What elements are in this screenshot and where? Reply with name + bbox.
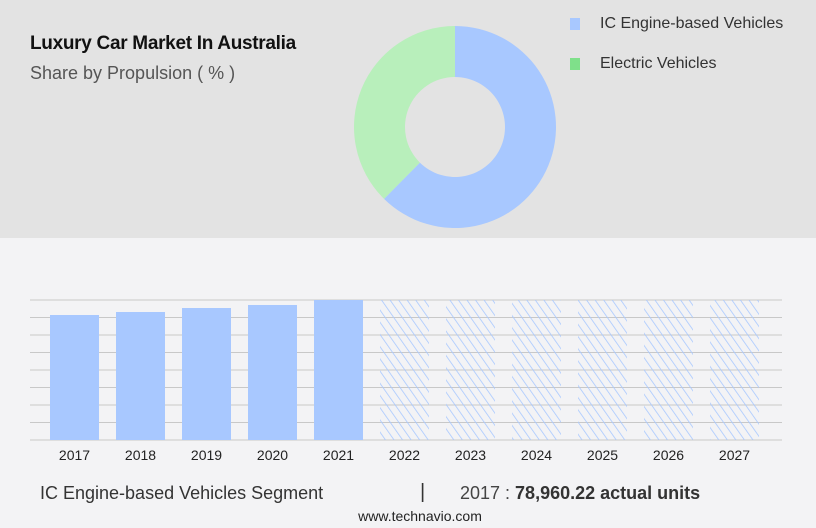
x-tick-label: 2021 [323, 447, 354, 463]
bar-2018 [116, 311, 165, 440]
year-label: 2017 : [460, 483, 516, 503]
x-tick-label: 2025 [587, 447, 618, 463]
forecast-bar-2027 [710, 300, 759, 440]
x-tick-label: 2023 [455, 447, 486, 463]
bar-2019 [182, 308, 231, 440]
bar-2021 [314, 300, 363, 440]
legend-item-ic-engine: IC Engine-based Vehicles [570, 15, 783, 33]
x-tick-label: 2020 [257, 447, 288, 463]
forecast-bar-2022 [380, 300, 429, 440]
x-tick-label: 2019 [191, 447, 222, 463]
forecast-bar-2023 [446, 300, 495, 440]
forecast-bar-2025 [578, 300, 627, 440]
value-text: 78,960.22 actual units [515, 483, 701, 503]
donut-slice-1 [354, 25, 455, 199]
legend-swatch [570, 18, 580, 30]
bars [50, 300, 759, 440]
forecast-bar-2026 [644, 300, 693, 440]
website-link[interactable]: www.technavio.com [358, 508, 482, 524]
footer-separator: | [420, 481, 426, 503]
x-tick-label: 2017 [59, 447, 90, 463]
donut-slice-0 [384, 26, 556, 228]
bar-2017 [50, 314, 99, 440]
x-tick-label: 2024 [521, 447, 552, 463]
segment-value: 2017 : 78,960.22 actual units [460, 483, 700, 504]
chart-subtitle: Share by Propulsion ( % ) [30, 63, 236, 83]
bar-2020 [248, 304, 297, 440]
legend-label: Electric Vehicles [600, 55, 717, 72]
x-tick-label: 2027 [719, 447, 750, 463]
x-axis-ticks: 2017 2018 2019 2020 2021 2022 2023 2024 2025 2026… [59, 447, 750, 463]
x-tick-label: 2018 [125, 447, 156, 463]
legend-item-electric: Electric Vehicles [570, 55, 717, 73]
legend-label: IC Engine-based Vehicles [600, 15, 784, 32]
x-tick-label: 2022 [389, 447, 420, 463]
forecast-bar-2024 [512, 300, 561, 440]
chart-title: Luxury Car Market In Australia [30, 33, 296, 54]
legend-swatch [570, 58, 580, 70]
donut-chart [354, 25, 556, 228]
segment-label: IC Engine-based Vehicles Segment [40, 483, 324, 503]
x-tick-label: 2026 [653, 447, 684, 463]
